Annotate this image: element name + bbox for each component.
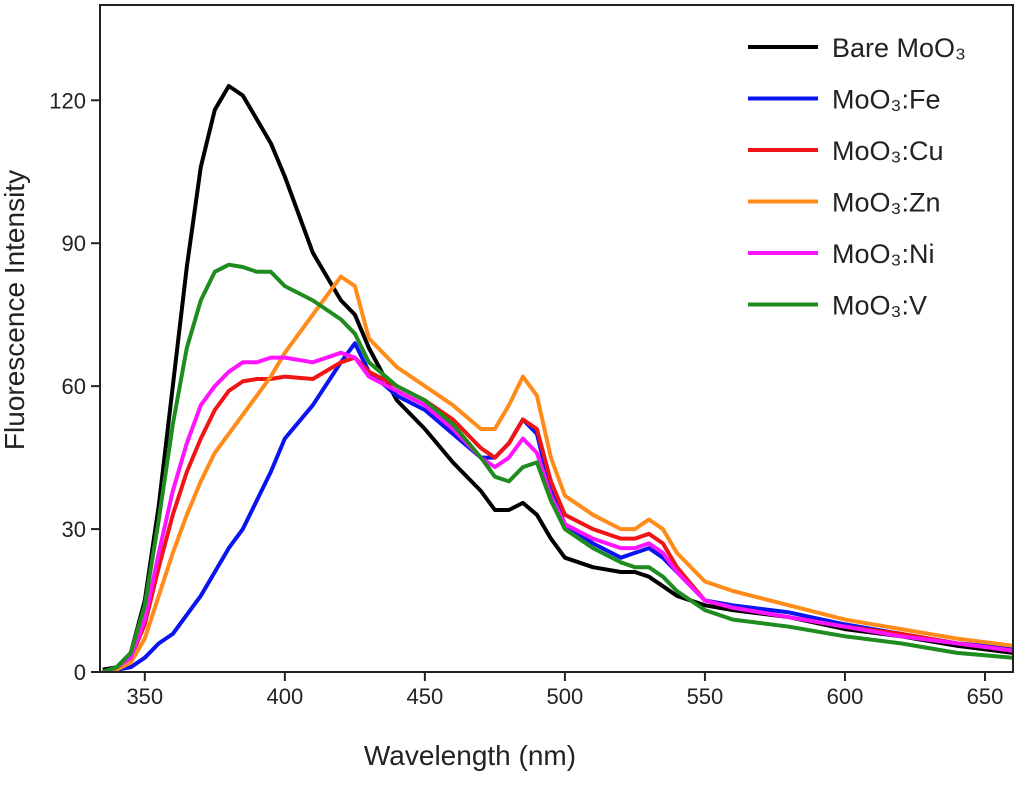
y-tick-label: 0 <box>74 660 86 685</box>
x-tick-label: 350 <box>126 684 163 709</box>
legend-label: MoO₃:Zn <box>832 188 941 218</box>
legend-label: MoO₃:Ni <box>832 239 935 269</box>
x-tick-label: 450 <box>407 684 444 709</box>
series-line <box>102 262 1013 672</box>
x-tick-label: 600 <box>827 684 864 709</box>
series-line <box>102 84 1013 672</box>
legend-label: MoO₃:Fe <box>832 85 941 115</box>
x-axis-label: Wavelength (nm) <box>364 740 576 771</box>
x-tick-label: 400 <box>266 684 303 709</box>
y-tick-label: 60 <box>62 374 86 399</box>
x-tick-label: 500 <box>547 684 584 709</box>
x-tick-label: 550 <box>687 684 724 709</box>
y-tick-label: 120 <box>49 88 86 113</box>
series-line <box>102 355 1013 672</box>
y-tick-label: 30 <box>62 517 86 542</box>
legend-label: Bare MoO₃ <box>832 33 966 63</box>
plot-frame <box>99 4 1014 673</box>
series-line <box>102 350 1013 672</box>
y-axis-label: Fluorescence Intensity <box>0 170 30 450</box>
legend-label: MoO₃:V <box>832 291 927 321</box>
x-tick-label: 650 <box>967 684 1004 709</box>
y-tick-label: 90 <box>62 231 86 256</box>
legend: Bare MoO₃ MoO₃:Fe MoO₃:Cu MoO₃:Zn MoO₃:Ni MoO… <box>748 33 966 321</box>
series-line <box>102 274 1013 672</box>
legend-label: MoO₃:Cu <box>832 136 944 166</box>
